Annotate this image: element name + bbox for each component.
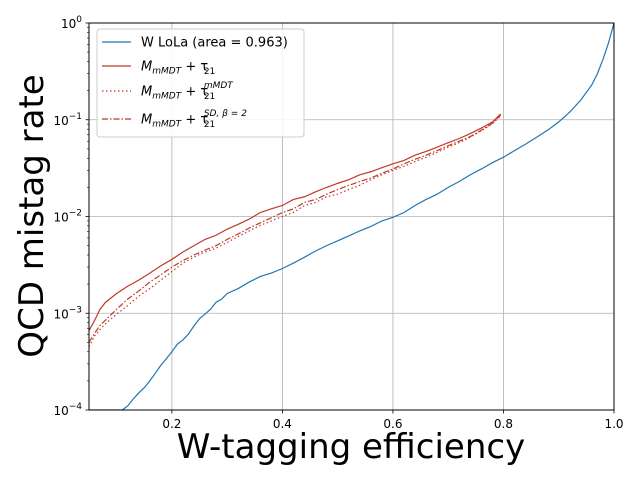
y-tick-exponent: 0	[76, 15, 82, 25]
x-tick-label: 0.4	[273, 417, 292, 431]
y-tick-base: 10	[53, 211, 68, 225]
y-tick-exponent: −4	[69, 402, 83, 412]
x-tick-label: 1.0	[604, 417, 623, 431]
x-tick-label: 0.8	[494, 417, 513, 431]
svg-text:21: 21	[204, 92, 215, 102]
x-axis: 0.2 0.4 0.6 0.8 1.0	[162, 410, 624, 431]
series-line-0	[89, 23, 614, 410]
y-tick-base: 10	[53, 114, 68, 128]
x-axis-label: W-tagging efficiency	[177, 427, 525, 467]
series-line-1	[89, 113, 502, 331]
series-group	[89, 23, 614, 410]
svg-text:SD, β = 2: SD, β = 2	[204, 109, 247, 119]
y-tick-label: 10−2	[53, 209, 82, 225]
y-tick-label: 10−3	[53, 305, 82, 321]
y-tick-label: 10−1	[53, 112, 82, 128]
legend-box	[96, 28, 305, 138]
legend-label-3: MmMDT + τ	[141, 113, 208, 130]
y-tick-label: 100	[61, 15, 82, 31]
y-tick-exponent: −3	[69, 305, 82, 315]
y-tick-exponent: −2	[69, 209, 82, 219]
y-tick-exponent: −1	[69, 112, 82, 122]
series-line-3	[89, 114, 502, 343]
svg-text:21: 21	[204, 67, 215, 77]
y-axis-label: QCD mistag rate	[12, 74, 52, 357]
x-tick-label: 0.2	[162, 417, 181, 431]
y-tick-label: 10−4	[53, 402, 82, 418]
legend-label-1: MmMDT + τ	[141, 60, 208, 77]
y-tick-base: 10	[53, 307, 68, 321]
svg-text:21: 21	[204, 120, 215, 130]
legend-label-0: W LoLa (area = 0.963)	[141, 36, 288, 51]
y-tick-base: 10	[53, 404, 68, 418]
x-tick-label: 0.6	[383, 417, 402, 431]
legend-label-2: MmMDT + τ	[141, 85, 208, 102]
svg-text:mMDT: mMDT	[204, 81, 234, 91]
y-tick-base: 10	[61, 17, 76, 31]
